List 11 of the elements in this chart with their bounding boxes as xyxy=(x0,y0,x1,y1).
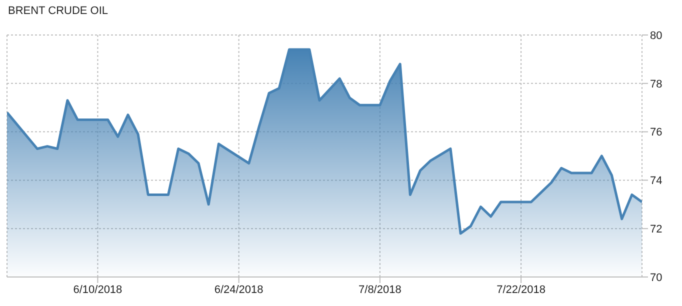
y-tick-label: 76 xyxy=(650,126,662,139)
y-tick-label: 74 xyxy=(650,175,662,188)
x-tick-label: 6/24/2018 xyxy=(214,284,264,296)
x-tick-label: 7/22/2018 xyxy=(496,284,546,296)
y-tick-label: 78 xyxy=(650,78,662,90)
x-tick-label: 7/8/2018 xyxy=(358,284,402,296)
x-tick-label: 6/10/2018 xyxy=(73,284,122,296)
chart-title: BRENT CRUDE OIL xyxy=(8,5,108,17)
y-tick-label: 80 xyxy=(650,30,662,42)
y-tick-label: 72 xyxy=(650,224,662,236)
y-tick-label: 70 xyxy=(650,272,662,284)
